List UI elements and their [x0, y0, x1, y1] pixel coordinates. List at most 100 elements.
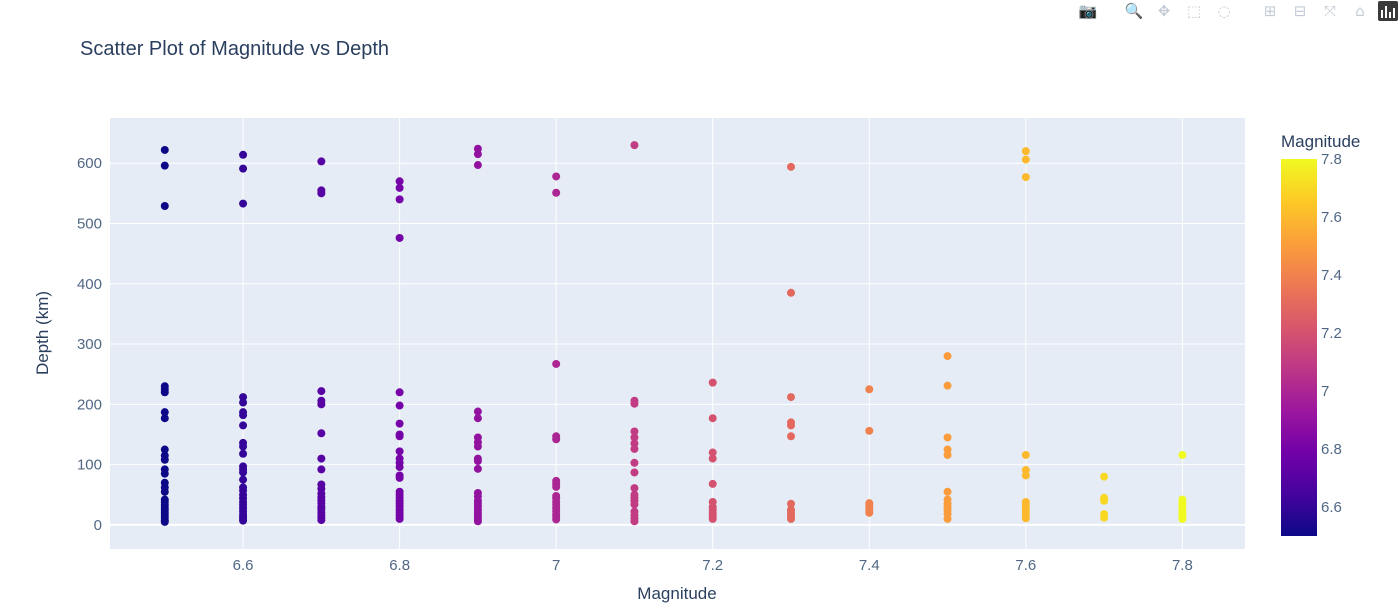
scatter-point[interactable]	[473, 442, 482, 451]
scatter-point[interactable]	[787, 162, 795, 171]
scatter-point[interactable]	[943, 450, 952, 459]
scatter-point[interactable]	[552, 482, 561, 491]
scatter-point[interactable]	[317, 387, 326, 396]
scatter-point[interactable]	[552, 515, 561, 524]
scatter-point[interactable]	[552, 172, 561, 181]
scatter-point[interactable]	[943, 487, 952, 496]
scatter-point[interactable]	[630, 427, 639, 436]
scatter-point[interactable]	[395, 195, 404, 204]
scatter-point[interactable]	[1100, 472, 1109, 481]
scatter-point[interactable]	[943, 514, 952, 523]
scatter-point[interactable]	[865, 385, 874, 394]
camera-icon[interactable]: 📷	[1078, 2, 1098, 20]
scatter-point[interactable]	[630, 141, 639, 150]
scatter-point[interactable]	[1021, 514, 1030, 523]
scatter-point[interactable]	[943, 352, 952, 361]
scatter-point[interactable]	[708, 378, 717, 387]
scatter-point[interactable]	[630, 433, 639, 442]
scatter-point[interactable]	[473, 456, 482, 465]
scatter-point[interactable]	[395, 233, 404, 242]
scatter-point[interactable]	[630, 444, 639, 453]
scatter-point[interactable]	[317, 465, 326, 474]
scatter-point[interactable]	[160, 469, 169, 478]
zoom-in-icon[interactable]: ⊞	[1263, 2, 1277, 20]
reset-axes-icon[interactable]: ⌂	[1355, 2, 1365, 20]
scatter-point[interactable]	[317, 189, 326, 198]
scatter-point[interactable]	[1021, 147, 1030, 156]
scatter-point[interactable]	[239, 150, 248, 159]
scatter-point[interactable]	[1100, 496, 1109, 505]
scatter-point[interactable]	[787, 421, 795, 430]
scatter-point[interactable]	[395, 473, 404, 482]
scatter-point[interactable]	[552, 188, 561, 197]
scatter-point[interactable]	[1178, 514, 1187, 523]
scatter-point[interactable]	[395, 183, 404, 192]
scatter-point[interactable]	[552, 435, 561, 444]
scatter-point[interactable]	[473, 414, 482, 423]
scatter-point[interactable]	[317, 157, 326, 166]
scatter-point[interactable]	[1100, 513, 1109, 522]
scatter-point[interactable]	[1021, 471, 1030, 480]
scatter-point[interactable]	[552, 359, 561, 368]
scatter-point[interactable]	[395, 177, 404, 186]
autoscale-icon[interactable]: ⤧	[1323, 2, 1336, 20]
scatter-point[interactable]	[395, 388, 404, 397]
scatter-point[interactable]	[317, 400, 326, 409]
scatter-point[interactable]	[473, 161, 482, 170]
scatter-point[interactable]	[160, 455, 169, 464]
scatter-point[interactable]	[317, 516, 326, 525]
scatter-point[interactable]	[865, 508, 874, 517]
scatter-point[interactable]	[239, 199, 248, 208]
scatter-point[interactable]	[1021, 450, 1030, 459]
scatter-point[interactable]	[473, 464, 482, 473]
scatter-point[interactable]	[473, 407, 482, 416]
scatter-point[interactable]	[630, 468, 639, 477]
scatter-point[interactable]	[630, 458, 639, 467]
scatter-point[interactable]	[787, 393, 795, 402]
scatter-point[interactable]	[160, 161, 169, 170]
scatter-point[interactable]	[317, 454, 326, 463]
scatter-point[interactable]	[239, 449, 248, 458]
plotly-logo-icon[interactable]	[1378, 1, 1398, 21]
scatter-point[interactable]	[160, 517, 169, 526]
scatter-point[interactable]	[1021, 173, 1030, 182]
scatter-point[interactable]	[239, 421, 248, 430]
scatter-point[interactable]	[160, 145, 169, 154]
lasso-select-icon[interactable]: ◌	[1217, 2, 1231, 20]
scatter-point[interactable]	[473, 150, 482, 159]
scatter-point[interactable]	[239, 516, 248, 525]
scatter-point[interactable]	[787, 288, 795, 297]
scatter-point[interactable]	[630, 399, 639, 408]
scatter-point[interactable]	[395, 432, 404, 441]
scatter-point[interactable]	[630, 517, 639, 526]
scatter-point[interactable]	[787, 499, 795, 508]
scatter-point[interactable]	[787, 514, 795, 523]
scatter-point[interactable]	[239, 475, 248, 484]
zoom-icon[interactable]: 🔍	[1124, 2, 1144, 20]
scatter-point[interactable]	[395, 419, 404, 428]
scatter-point[interactable]	[708, 454, 717, 463]
scatter-point[interactable]	[1021, 155, 1030, 164]
scatter-point[interactable]	[239, 164, 248, 173]
scatter-point[interactable]	[708, 448, 717, 457]
scatter-point[interactable]	[1178, 450, 1187, 459]
scatter-point[interactable]	[160, 445, 169, 454]
scatter-point[interactable]	[239, 398, 248, 407]
scatter-point[interactable]	[630, 500, 639, 509]
zoom-out-icon[interactable]: ⊟	[1293, 2, 1307, 20]
scatter-point[interactable]	[630, 484, 639, 493]
box-select-icon[interactable]: ⬚	[1186, 2, 1202, 20]
scatter-point[interactable]	[708, 479, 717, 488]
scatter-point[interactable]	[395, 463, 404, 472]
scatter-point[interactable]	[395, 447, 404, 456]
scatter-point[interactable]	[160, 487, 169, 496]
scatter-point[interactable]	[473, 517, 482, 526]
scatter-point[interactable]	[787, 432, 795, 441]
scatter-point[interactable]	[943, 381, 952, 390]
scatter-point[interactable]	[239, 411, 248, 420]
scatter-point[interactable]	[160, 408, 169, 417]
scatter-point[interactable]	[943, 433, 952, 442]
pan-icon[interactable]: ✥	[1157, 2, 1171, 20]
scatter-point[interactable]	[160, 414, 169, 423]
scatter-point[interactable]	[395, 401, 404, 410]
